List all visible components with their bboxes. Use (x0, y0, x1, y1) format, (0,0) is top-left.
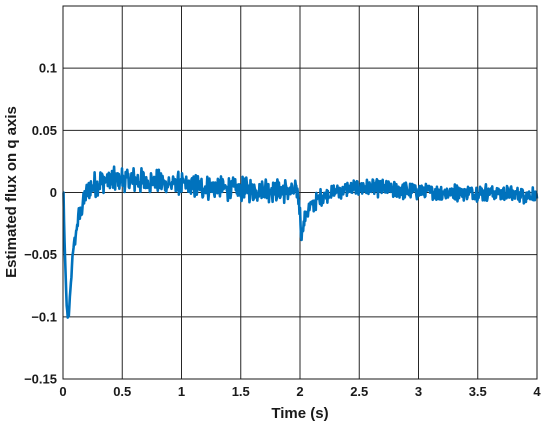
x-tick-label: 0.5 (113, 384, 131, 399)
x-tick-label: 2 (296, 384, 303, 399)
x-tick-label: 3 (415, 384, 422, 399)
y-tick-label: 0 (50, 185, 57, 200)
y-tick-label: −0.1 (31, 309, 57, 324)
x-axis-label: Time (s) (271, 405, 328, 422)
series-layer (62, 165, 539, 319)
x-tick-label: 1 (178, 384, 185, 399)
y-axis-label: Estimated flux on q axis (3, 106, 20, 278)
x-tick-label: 0 (59, 384, 66, 399)
x-tick-label: 1.5 (232, 384, 250, 399)
x-tick-label: 2.5 (350, 384, 368, 399)
y-tick-label: 0.05 (32, 123, 57, 138)
ticks: 0 0.5 1 1.5 2 2.5 3 3.5 4 −0.15 −0.1 −0.05 0 0.05 0.1 (24, 61, 541, 399)
y-tick-label: −0.15 (24, 372, 57, 387)
plot-frame (62, 5, 538, 380)
y-tick-label: −0.05 (24, 247, 57, 262)
x-tick-label: 3.5 (469, 384, 487, 399)
x-tick-label: 4 (533, 384, 541, 399)
series-line (62, 165, 539, 319)
y-tick-label: 0.1 (39, 61, 57, 76)
